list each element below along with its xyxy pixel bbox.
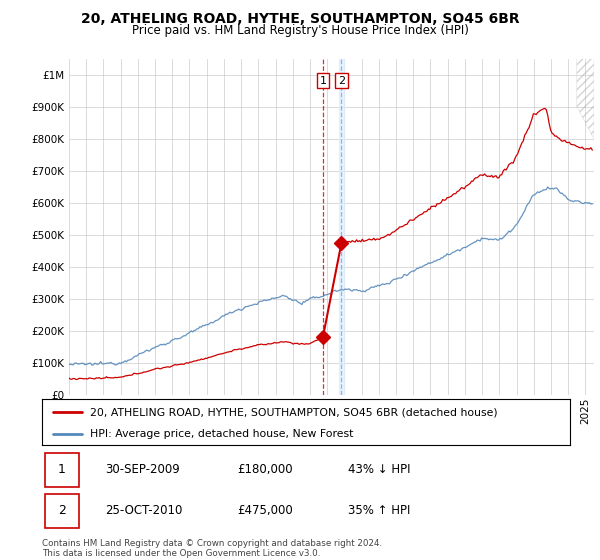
Text: 30-SEP-2009: 30-SEP-2009	[106, 463, 180, 477]
Text: £180,000: £180,000	[238, 463, 293, 477]
Text: HPI: Average price, detached house, New Forest: HPI: Average price, detached house, New …	[89, 429, 353, 438]
Text: 20, ATHELING ROAD, HYTHE, SOUTHAMPTON, SO45 6BR (detached house): 20, ATHELING ROAD, HYTHE, SOUTHAMPTON, S…	[89, 407, 497, 417]
Text: 1: 1	[319, 76, 326, 86]
Text: 2: 2	[58, 504, 66, 517]
Text: 35% ↑ HPI: 35% ↑ HPI	[348, 504, 410, 517]
Text: 43% ↓ HPI: 43% ↓ HPI	[348, 463, 411, 477]
Text: 25-OCT-2010: 25-OCT-2010	[106, 504, 183, 517]
Text: 1: 1	[58, 463, 66, 477]
Bar	[339, 59, 344, 395]
FancyBboxPatch shape	[44, 494, 79, 528]
Text: 20, ATHELING ROAD, HYTHE, SOUTHAMPTON, SO45 6BR: 20, ATHELING ROAD, HYTHE, SOUTHAMPTON, S…	[80, 12, 520, 26]
Text: Price paid vs. HM Land Registry's House Price Index (HPI): Price paid vs. HM Land Registry's House …	[131, 24, 469, 36]
Text: 2: 2	[338, 76, 345, 86]
Text: Contains HM Land Registry data © Crown copyright and database right 2024.
This d: Contains HM Land Registry data © Crown c…	[42, 539, 382, 558]
Text: £475,000: £475,000	[238, 504, 293, 517]
FancyBboxPatch shape	[44, 453, 79, 487]
